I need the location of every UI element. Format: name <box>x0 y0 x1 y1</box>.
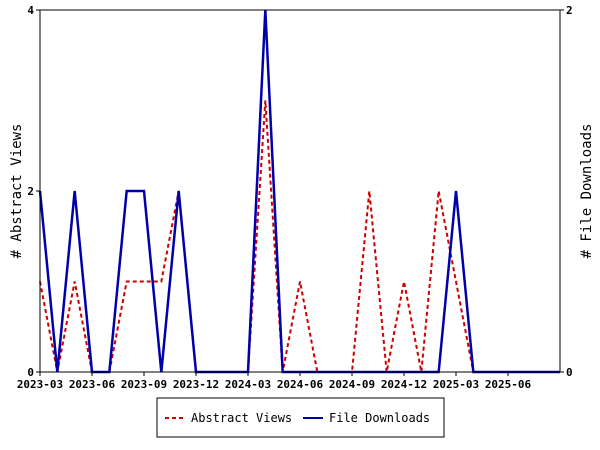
plot-frame <box>39 9 561 373</box>
y-right-tick-label: 0 <box>566 366 573 379</box>
legend-label-abstract-views: Abstract Views <box>191 411 292 425</box>
x-tick-label: 2025-06 <box>485 378 532 391</box>
x-tick-label: 2024-03 <box>225 378 271 391</box>
x-tick-label: 2023-09 <box>121 378 167 391</box>
y-right-tick-label: 2 <box>566 4 573 17</box>
y-axis-right-title: # File Downloads <box>579 124 595 259</box>
x-tick-label: 2023-03 <box>17 378 63 391</box>
x-tick-label: 2023-12 <box>173 378 219 391</box>
legend-label-file-downloads: File Downloads <box>329 411 430 425</box>
series-line-file-downloads <box>38 9 560 374</box>
x-tick-label: 2025-03 <box>433 378 479 391</box>
series-line-abstract-views <box>39 100 560 373</box>
y-left-tick-label: 2 <box>27 185 34 198</box>
legend: Abstract Views File Downloads <box>156 397 445 438</box>
x-tick-label: 2023-06 <box>69 378 116 391</box>
y-axis-left-title: # Abstract Views <box>9 124 25 259</box>
y-left-tick-label: 0 <box>27 366 34 379</box>
x-tick-label: 2024-09 <box>329 378 375 391</box>
y-left-tick-label: 4 <box>27 4 34 17</box>
x-tick-label: 2024-06 <box>277 378 324 391</box>
x-tick-label: 2024-12 <box>381 378 427 391</box>
legend-box <box>156 397 445 438</box>
